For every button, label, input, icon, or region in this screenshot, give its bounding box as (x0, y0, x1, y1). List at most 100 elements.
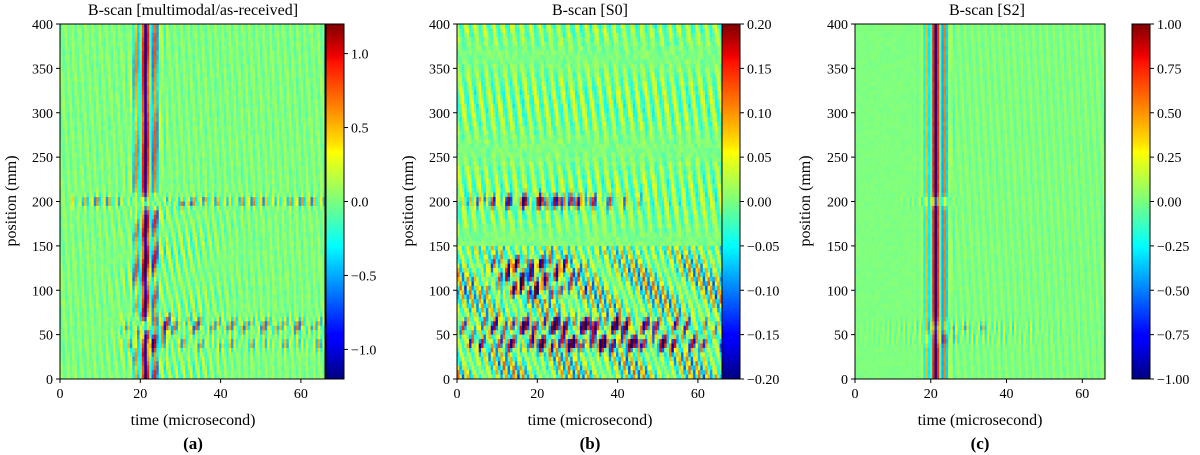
heatmap-cell (158, 112, 162, 118)
heatmap-cell (303, 24, 307, 29)
heatmap-cell (296, 126, 299, 131)
heatmap-cell (125, 99, 128, 105)
heatmap-cell (284, 126, 287, 131)
heatmap-cell (125, 219, 128, 225)
heatmap-cell (81, 174, 85, 180)
heatmap-cell (194, 174, 198, 180)
heatmap-cell (156, 197, 160, 202)
heatmap-cell (72, 68, 75, 74)
heatmap-cell (293, 50, 297, 56)
heatmap-cell (204, 174, 208, 180)
heatmap-cell (132, 139, 136, 145)
heatmap-cell (298, 143, 302, 149)
heatmap-cell (199, 99, 203, 105)
heatmap-cell (105, 72, 109, 78)
heatmap-cell (245, 188, 249, 194)
heatmap-cell (146, 37, 150, 43)
heatmap-cell (166, 174, 169, 180)
heatmap-cell (79, 95, 83, 100)
heatmap-cell (202, 77, 205, 83)
heatmap-cell (161, 24, 164, 29)
heatmap-cell (62, 134, 66, 140)
heatmap-cell (235, 143, 239, 149)
heatmap-cell (120, 197, 124, 202)
heatmap-cell (125, 148, 128, 154)
heatmap-cell (247, 68, 251, 74)
heatmap-cell (240, 219, 244, 225)
heatmap-cell (134, 192, 138, 198)
heatmap-cell (231, 157, 234, 162)
heatmap-cell (120, 183, 124, 189)
heatmap-cell (64, 152, 68, 158)
heatmap-cell (115, 117, 119, 123)
heatmap-cell (238, 63, 242, 69)
heatmap-cell (151, 68, 155, 74)
heatmap-cell (293, 59, 297, 65)
heatmap-cell (300, 179, 304, 185)
heatmap-cell (134, 139, 138, 145)
heatmap-cell (221, 219, 225, 225)
heatmap-cell (219, 108, 222, 114)
heatmap-cell (108, 72, 111, 78)
heatmap-cell (216, 95, 220, 100)
heatmap-cell (286, 41, 290, 47)
heatmap-cell (129, 68, 133, 74)
heatmap-cell (221, 174, 225, 180)
heatmap-cell (286, 99, 290, 105)
heatmap-cell (69, 161, 73, 167)
heatmap-cell (81, 126, 85, 131)
heatmap-cell (269, 121, 273, 127)
heatmap-cell (288, 46, 292, 52)
heatmap-cell (284, 50, 287, 56)
heatmap-cell (173, 152, 177, 158)
heatmap-cell (255, 157, 258, 162)
heatmap-cell (84, 130, 87, 136)
heatmap-cell (103, 46, 107, 52)
heatmap-cell (252, 170, 256, 176)
heatmap-cell (187, 108, 191, 114)
heatmap-cell (211, 86, 215, 91)
heatmap-cell (113, 37, 116, 43)
heatmap-cell (231, 37, 234, 43)
heatmap-cell (211, 219, 215, 225)
heatmap-cell (153, 188, 157, 194)
heatmap-cell (113, 210, 116, 216)
heatmap-cell (204, 219, 208, 225)
heatmap-cell (141, 210, 145, 216)
heatmap-cell (322, 148, 325, 154)
heatmap-cell (96, 214, 99, 220)
heatmap-cell (88, 205, 92, 211)
heatmap-cell (257, 148, 261, 154)
heatmap-cell (202, 152, 205, 158)
heatmap-cell (206, 46, 210, 52)
heatmap-cell (79, 174, 83, 180)
heatmap-cell (141, 28, 145, 34)
heatmap-cell (247, 55, 251, 60)
heatmap-cell (259, 210, 263, 216)
heatmap-cell (286, 143, 290, 149)
heatmap-cell (247, 50, 251, 56)
heatmap-cell (182, 161, 186, 167)
heatmap-cell (284, 183, 287, 189)
heatmap-cell (96, 174, 99, 180)
heatmap-cell (93, 170, 97, 176)
heatmap-cell (209, 170, 213, 176)
heatmap-cell (317, 72, 321, 78)
heatmap-cell (125, 143, 128, 149)
heatmap-cell (269, 188, 273, 194)
heatmap-cell (199, 197, 203, 202)
heatmap-cell (305, 59, 309, 65)
heatmap-cell (76, 37, 80, 43)
heatmap-cell (141, 41, 145, 47)
heatmap-cell (206, 174, 210, 180)
heatmap-cell (163, 46, 167, 52)
heatmap-cell (108, 59, 111, 65)
heatmap-cell (267, 81, 270, 87)
heatmap-cell (310, 188, 314, 194)
heatmap-cell (134, 81, 138, 87)
heatmap-cell (286, 55, 290, 60)
heatmap-cell (180, 108, 184, 114)
heatmap-cell (259, 50, 263, 56)
heatmap-cell (199, 179, 203, 185)
heatmap-cell (308, 108, 311, 114)
